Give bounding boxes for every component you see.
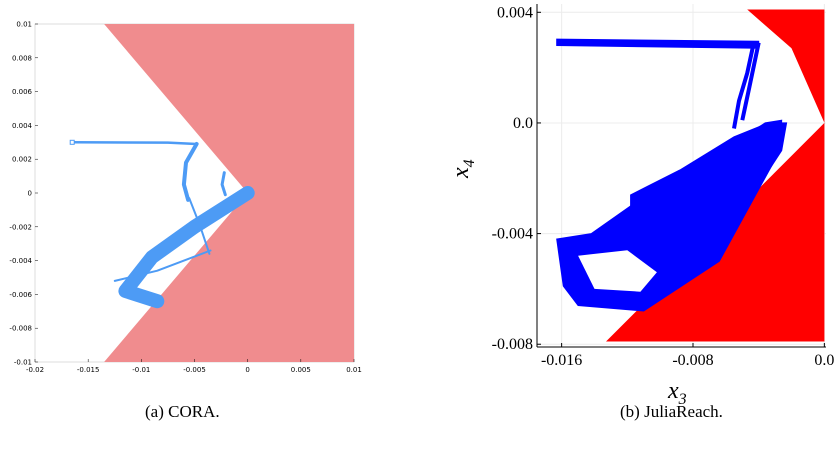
juliareach-reach-polygon	[630, 122, 788, 262]
cora-x-axis: -0.02 -0.015 -0.01 -0.005 0 0.005 0.01	[26, 359, 362, 374]
cora-x-tick-label: -0.015	[77, 366, 100, 374]
cora-reach-path	[188, 197, 211, 255]
juliareach-y-tick-label: 0.004	[497, 4, 533, 21]
cora-y-tick-label: -0.004	[9, 257, 32, 265]
cora-initial-set	[69, 139, 75, 145]
cora-y-tick-label: 0.004	[12, 122, 33, 130]
cora-y-tick-label: -0.006	[9, 291, 32, 299]
cora-reach-path	[118, 186, 255, 309]
caption-cora: (a) CORA.	[145, 402, 220, 421]
cora-y-tick-label: -0.008	[9, 325, 32, 333]
cora-y-tick-label: 0.006	[12, 88, 33, 96]
cora-reachable-set	[69, 139, 255, 309]
cora-y-tick-label: 0.01	[16, 21, 32, 29]
juliareach-reach-path	[740, 42, 761, 121]
juliareach-y-tick-label: 0.0	[513, 115, 533, 132]
cora-unsafe-region	[104, 24, 354, 362]
juliareach-x-tick-label: -0.008	[672, 352, 713, 369]
cora-x-tick-label: 0.01	[346, 366, 362, 374]
juliareach-x-tick-label: 0.0	[814, 352, 834, 369]
cora-x-tick-label: 0	[245, 366, 249, 374]
cora-y-axis: 0.01 0.008 0.006 0.004 0.002 0 -0.002 -0.004 -0.…	[9, 21, 38, 367]
juliareach-y-tick-label: -0.004	[492, 226, 533, 243]
juliareach-reachable-set	[556, 38, 788, 312]
juliareach-y-tick-label: -0.008	[492, 336, 533, 353]
cora-x-tick-label: -0.01	[132, 366, 150, 374]
cora-y-tick-label: -0.002	[9, 223, 32, 231]
cora-x-tick-label: -0.02	[26, 366, 44, 374]
juliareach-reach-path	[732, 42, 756, 129]
juliareach-x-axis: -0.016 -0.008 0.0	[541, 343, 834, 369]
juliareach-reach-gap	[578, 250, 657, 292]
cora-unsafe-polygon	[104, 24, 354, 362]
juliareach-unsafe-polygon	[747, 9, 825, 123]
cora-reach-path	[220, 171, 227, 197]
caption-juliareach: (b) JuliaReach.	[620, 402, 723, 421]
juliareach-y-axis: 0.004 0.0 -0.004 -0.008	[492, 4, 541, 353]
juliareach-y-axis-label: x4	[448, 159, 478, 179]
cora-x-tick-label: 0.005	[291, 366, 311, 374]
cora-y-tick-label: 0.002	[12, 156, 32, 164]
cora-reach-path	[113, 249, 212, 282]
cora-x-tick-label: -0.005	[183, 366, 206, 374]
cora-y-tick-label: 0.008	[12, 54, 32, 62]
cora-reach-path	[181, 142, 199, 202]
juliareach-x-tick-label: -0.016	[541, 352, 582, 369]
cora-y-tick-label: -0.01	[14, 359, 32, 367]
cora-reach-path	[70, 141, 198, 146]
cora-y-tick-label: 0	[28, 190, 32, 198]
